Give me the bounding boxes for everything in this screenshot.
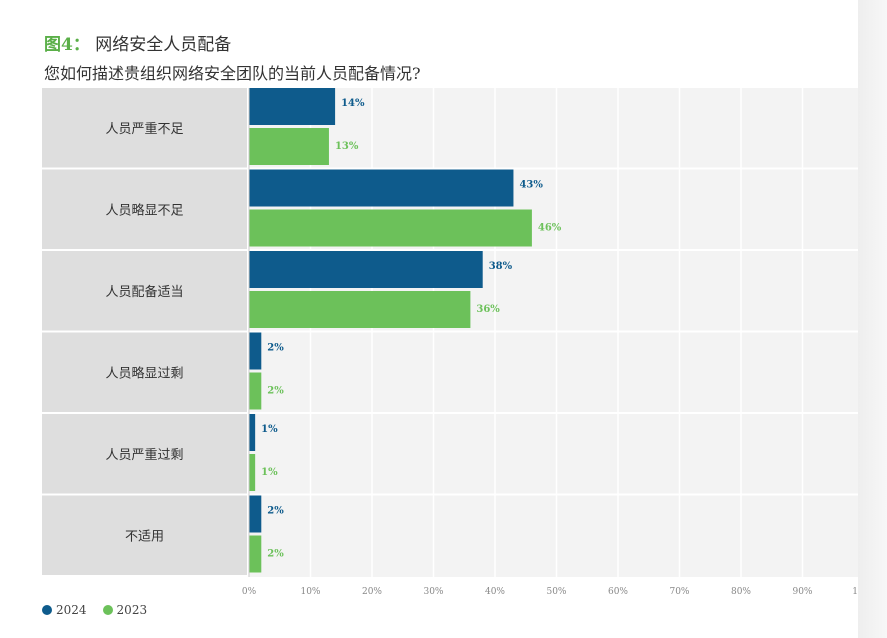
bar-value-label: 2% — [267, 506, 284, 517]
bar-2023 — [249, 209, 532, 247]
bar-2023 — [249, 128, 329, 165]
x-tick-label: 50% — [546, 587, 566, 597]
category-label: 人员严重不足 — [105, 121, 183, 137]
x-tick-label: 60% — [608, 587, 628, 597]
bar-2024 — [249, 88, 336, 125]
bar-value-label: 43% — [519, 180, 543, 191]
bar-value-label: 2% — [267, 343, 284, 354]
x-tick-label: 70% — [669, 587, 689, 597]
category-label: 人员略显过剩 — [105, 365, 183, 381]
bar-value-label: 1% — [261, 467, 278, 478]
legend-item-2024: 2024 — [42, 603, 87, 617]
bar-value-label: 2% — [267, 549, 284, 560]
category-label: 人员严重过剩 — [105, 447, 183, 463]
legend-label-2023: 2023 — [116, 603, 148, 617]
bar-2024 — [249, 332, 262, 370]
bar-2024 — [249, 495, 262, 533]
legend-label-2024: 2024 — [56, 603, 87, 617]
figure-heading: 图4： 网络安全人员配备 — [44, 30, 231, 55]
bar-value-label: 36% — [476, 304, 500, 315]
x-tick-label: 80% — [731, 587, 751, 597]
category-label: 人员略显不足 — [105, 202, 183, 218]
legend-swatch-2023 — [102, 605, 113, 615]
page-edge-strip — [858, 0, 887, 638]
category-cell — [42, 88, 247, 168]
bar-2024 — [249, 251, 483, 288]
bar-value-label: 2% — [267, 386, 284, 397]
x-tick-label: 0% — [242, 587, 257, 597]
category-cell — [42, 414, 247, 494]
category-cell — [42, 495, 247, 575]
x-tick-label: 20% — [362, 587, 382, 597]
category-cell — [42, 251, 247, 331]
bar-2023 — [249, 535, 262, 573]
category-cell — [42, 169, 247, 249]
chart-legend: 2024 2023 — [42, 603, 147, 617]
bar-value-label: 14% — [341, 98, 365, 109]
figure-separator: ： — [72, 35, 90, 55]
bar-value-label: 38% — [489, 261, 513, 272]
category-label: 不适用 — [125, 529, 164, 544]
bar-value-label: 46% — [538, 223, 562, 234]
figure-number: 图4 — [44, 35, 73, 55]
x-tick-label: 10% — [300, 587, 320, 597]
x-tick-label: 30% — [423, 587, 443, 597]
x-tick-label: 40% — [485, 587, 505, 597]
bar-2023 — [249, 372, 262, 410]
figure-title: 网络安全人员配备 — [95, 35, 232, 55]
bar-2023 — [249, 291, 471, 328]
category-label: 人员配备适当 — [105, 284, 183, 300]
bar-value-label: 1% — [261, 424, 278, 435]
legend-swatch-2024 — [42, 605, 52, 615]
category-cell — [42, 332, 247, 412]
x-tick-label: 90% — [792, 587, 812, 597]
bar-value-label: 13% — [335, 141, 359, 152]
legend-item-2023: 2023 — [102, 603, 148, 617]
figure-question: 您如何描述贵组织网络安全团队的当前人员配备情况? — [44, 64, 421, 83]
bar-2024 — [249, 169, 514, 207]
bar-2023 — [249, 454, 256, 491]
bar-2024 — [249, 414, 256, 451]
x-tick-label: 100% — [852, 587, 858, 597]
